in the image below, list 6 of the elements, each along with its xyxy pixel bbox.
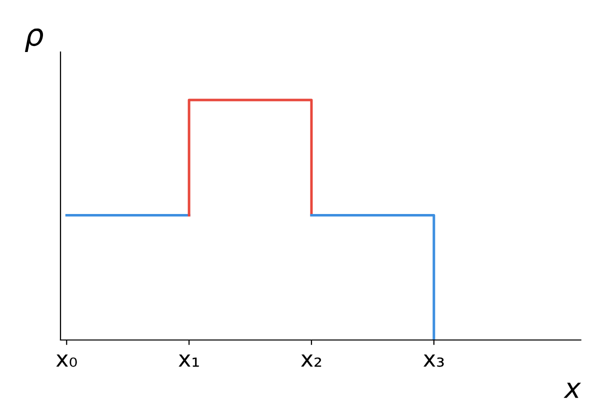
x-tick-label: x₀ — [56, 354, 77, 367]
x-axis-title: x — [564, 382, 582, 398]
y-axis-title: ρ — [24, 28, 44, 52]
x-tick-label: x₂ — [301, 354, 322, 367]
x-tick-label: x₁ — [178, 354, 199, 367]
x-tick-label: x₃ — [424, 354, 444, 367]
